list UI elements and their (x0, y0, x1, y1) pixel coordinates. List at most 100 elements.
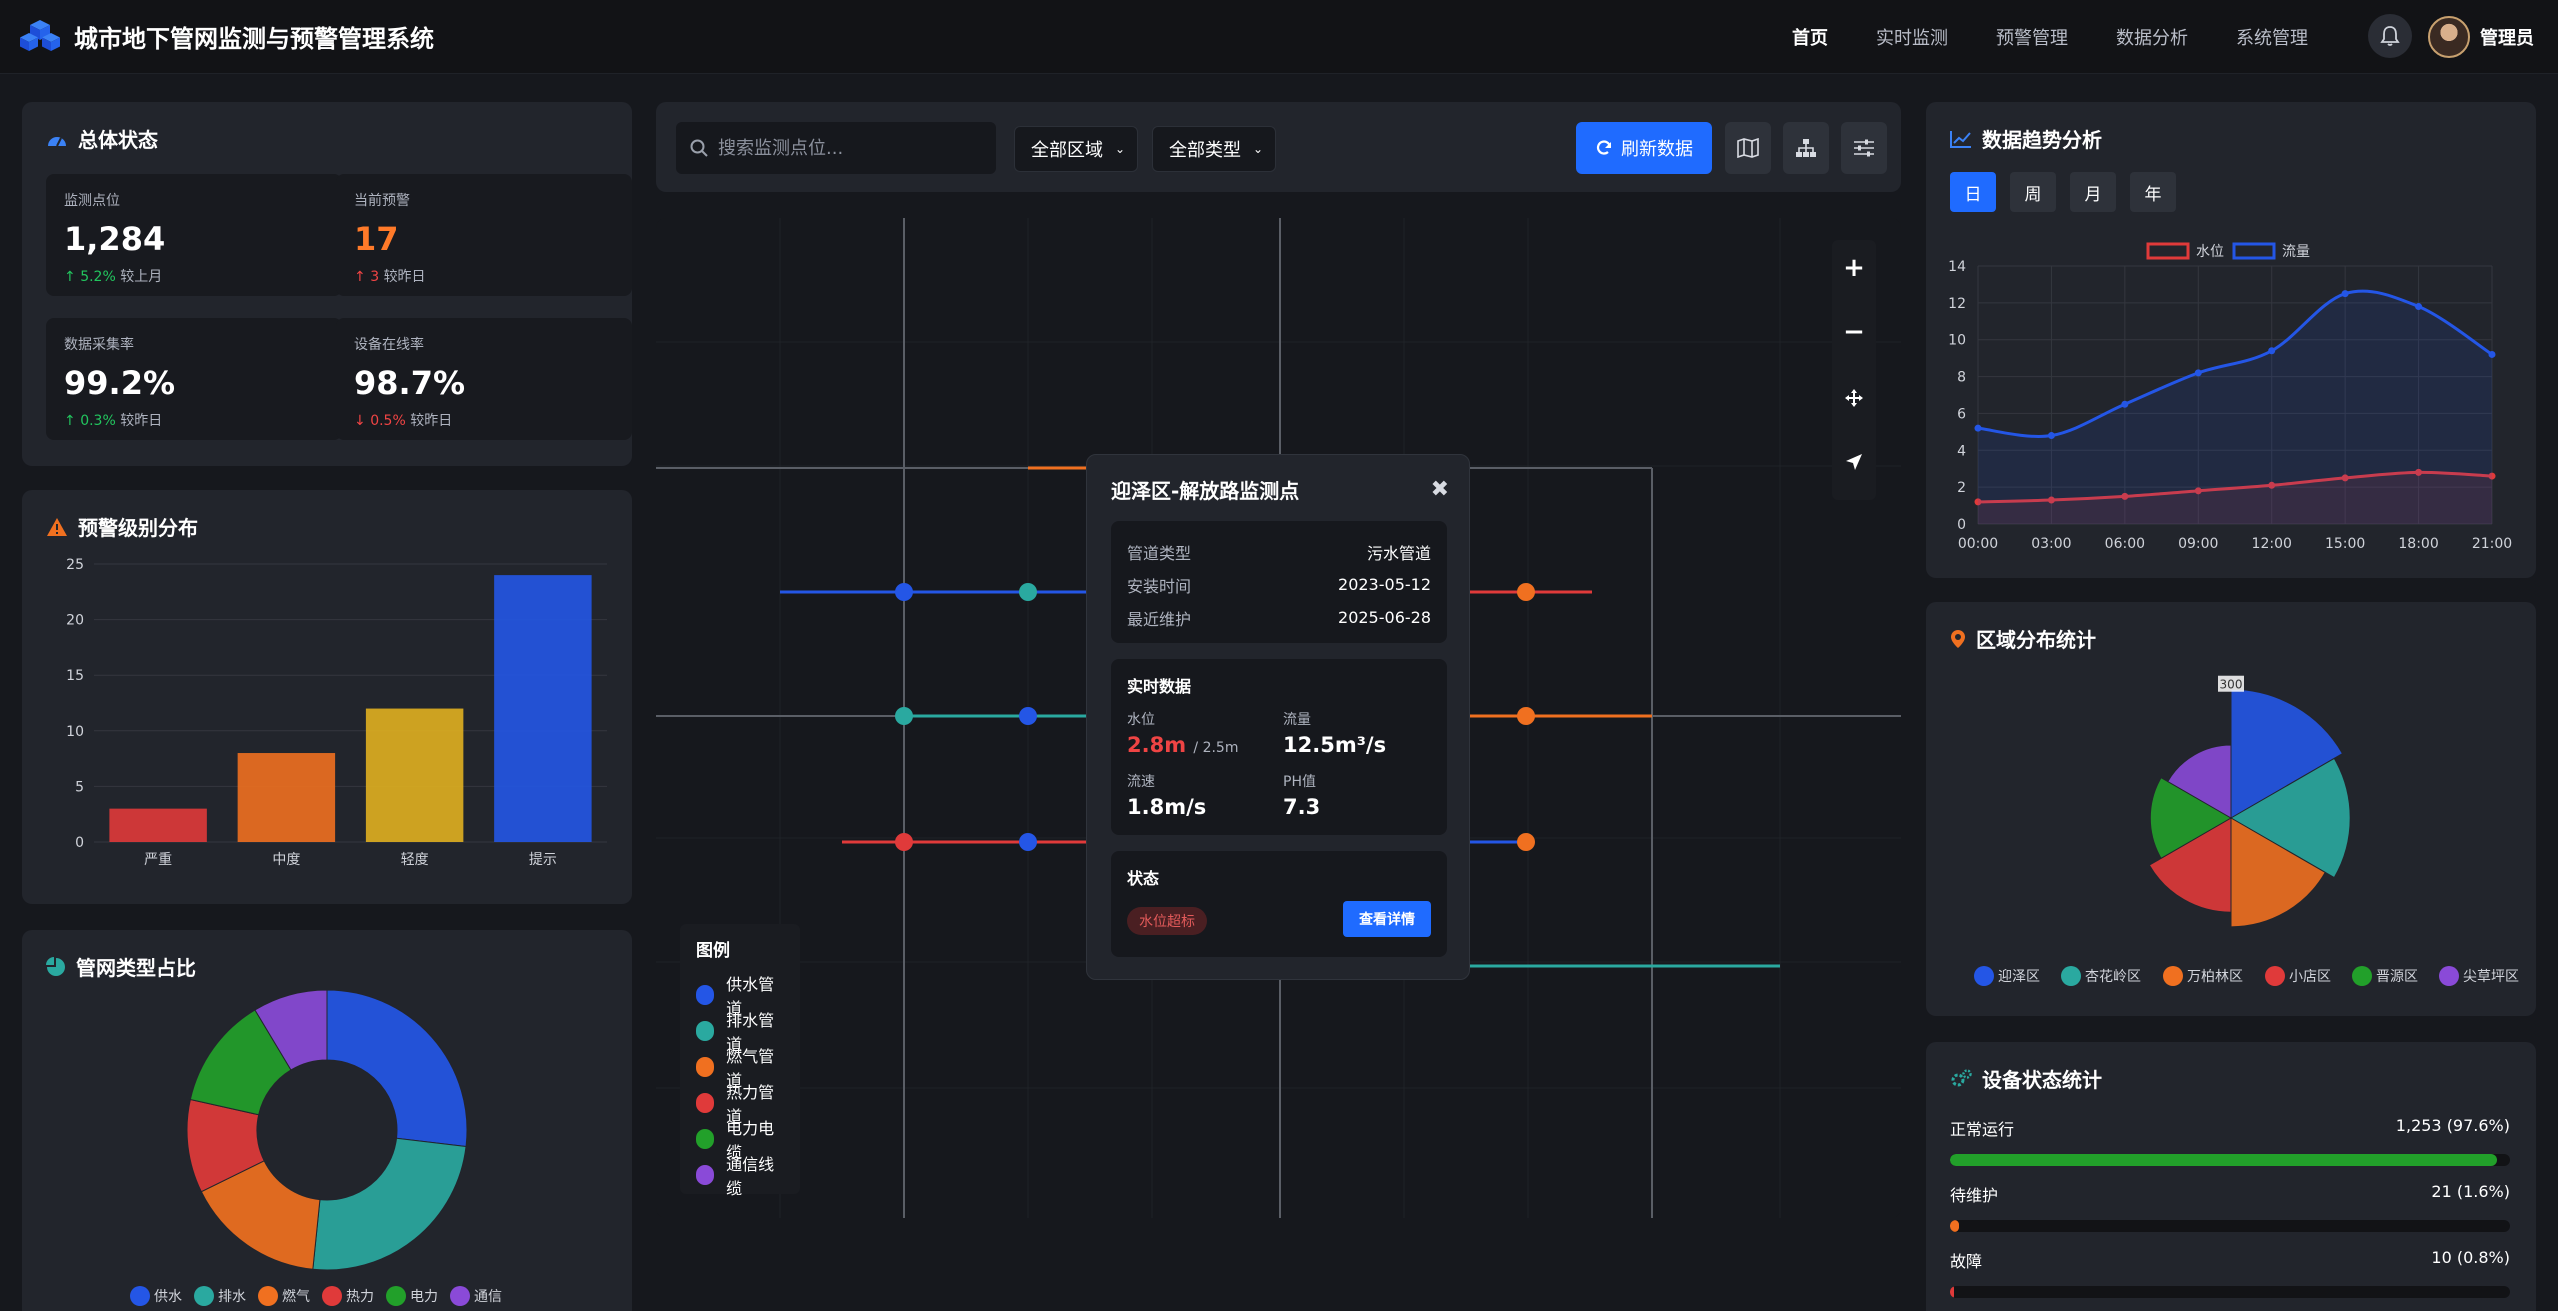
data-point (1974, 424, 1982, 432)
trend-line-chart: 水位 流量 0 2 4 6 8 10 12 14 00:00 03:00 06:00 09:00 12:00… (1948, 242, 2512, 552)
x-tick-label: 21:00 (2472, 536, 2512, 552)
data-point (2194, 369, 2202, 377)
topology-button[interactable] (1783, 122, 1829, 174)
location-arrow-icon (1846, 454, 1862, 470)
bar (494, 575, 592, 842)
sitemap-icon (1796, 139, 1816, 157)
nav-analysis[interactable]: 数据分析 (2116, 28, 2188, 49)
filter-settings-button[interactable] (1841, 122, 1887, 174)
data-point (2121, 492, 2129, 500)
legend-marker (322, 1286, 342, 1306)
zoom-in-button[interactable]: + (1832, 246, 1876, 290)
search-input[interactable] (718, 137, 978, 159)
legend-item-gas: 燃气管道 (696, 1047, 784, 1090)
legend-marker (2352, 966, 2372, 986)
bar (237, 753, 336, 842)
region-card: 区域分布统计 300 迎泽区 杏花岭区 万柏林区 小店区 晋源区 尖草坪区 (1926, 602, 2536, 1016)
notification-button[interactable] (2368, 14, 2412, 58)
polar-slice (2149, 776, 2232, 860)
data-point (2415, 468, 2423, 476)
legend-item-drain: 排水管道 (696, 1011, 784, 1054)
view-detail-button[interactable]: 查看详情 (1343, 901, 1431, 937)
data-point (2268, 347, 2276, 355)
region-select[interactable]: 全部区域 ⌄ (1014, 126, 1138, 172)
x-tick-label: 15:00 (2325, 536, 2365, 552)
map-view-button[interactable] (1725, 122, 1771, 174)
tab-month[interactable]: 月 (2070, 172, 2116, 212)
tab-day[interactable]: 日 (1950, 172, 1996, 212)
y-tick-label: 25 (66, 557, 84, 573)
x-tick-label: 06:00 (2105, 536, 2145, 552)
x-tick-label: 18:00 (2398, 536, 2438, 552)
warning-triangle-icon (47, 517, 67, 536)
nav-realtime[interactable]: 实时监测 (1876, 28, 1948, 49)
series-line (1977, 470, 2493, 504)
legend-label: 排水 (218, 1289, 246, 1305)
legend-item-comm: 通信线缆 (696, 1155, 784, 1198)
close-icon[interactable]: ✖ (1430, 477, 1449, 502)
sliders-icon (1854, 139, 1874, 157)
legend-marker (450, 1286, 470, 1306)
legend-label: 尖草坪区 (2463, 969, 2519, 985)
search-box[interactable] (676, 122, 996, 174)
polar-slice (2148, 817, 2232, 913)
legend-marker (2265, 966, 2285, 986)
polar-slice (2230, 757, 2351, 879)
user-avatar[interactable] (2428, 16, 2470, 58)
pan-button[interactable] (1832, 376, 1876, 420)
refresh-button[interactable]: 刷新数据 (1576, 122, 1712, 174)
legend-label: 流量 (2282, 244, 2310, 260)
popup-title: 迎泽区-解放路监测点 (1111, 479, 1300, 503)
info-row: 安装时间 2023-05-12 (1127, 575, 1431, 596)
legend-label: 燃气 (282, 1288, 310, 1305)
overview-title: 总体状态 (46, 124, 158, 153)
overview-card: 总体状态 监测点位 1,284 ↑ 5.2% 较上月 当前预警 17 ↑ 3 较… (22, 102, 632, 466)
pipe-type-title: 管网类型占比 (46, 952, 196, 981)
device-row-fault: 故障 10 (0.8%) (1950, 1248, 2510, 1298)
y-tick-label: 0 (75, 835, 84, 851)
y-tick-label: 8 (1957, 370, 1966, 386)
legend-marker (2232, 242, 2276, 260)
data-point (2194, 487, 2202, 495)
flow-speed: 流速 1.8m/s (1127, 774, 1207, 819)
refresh-icon (1596, 140, 1612, 155)
main-nav: 首页 实时监测 预警管理 数据分析 系统管理 (1792, 0, 2308, 74)
user-name[interactable]: 管理员 (2480, 28, 2534, 49)
device-bar-fill (1950, 1286, 1955, 1298)
y-tick-label: 4 (1957, 443, 1966, 459)
legend-item-heat: 热力管道 (696, 1083, 784, 1126)
data-point (2415, 303, 2423, 311)
cogs-icon (1951, 1068, 1972, 1086)
x-tick-label: 提示 (529, 852, 557, 868)
legend-label: 万柏林区 (2187, 969, 2243, 985)
tab-year[interactable]: 年 (2130, 172, 2176, 212)
zoom-out-button[interactable]: − (1832, 310, 1876, 354)
data-point (2341, 290, 2349, 298)
y-tick-label: 20 (66, 613, 84, 629)
bell-icon (2380, 26, 2400, 46)
tab-week[interactable]: 周 (2010, 172, 2056, 212)
x-tick-label: 严重 (144, 852, 172, 868)
locate-button[interactable] (1832, 440, 1876, 484)
data-point (2121, 400, 2129, 408)
bar (109, 808, 207, 842)
legend-marker (130, 1286, 150, 1306)
nav-system[interactable]: 系统管理 (2236, 28, 2308, 49)
flow: 流量 12.5m³/s (1283, 712, 1387, 757)
pipe-type-donut-chart: 供水 排水 燃气 热力 电力 通信 (130, 990, 502, 1306)
region-title: 区域分布统计 (1950, 624, 2096, 653)
plus-icon: + (1843, 253, 1865, 283)
type-select[interactable]: 全部类型 ⌄ (1152, 126, 1276, 172)
donut-slice (312, 1137, 467, 1271)
x-tick-label: 00:00 (1958, 536, 1998, 552)
x-tick-label: 12:00 (2252, 536, 2292, 552)
dashboard-gauge-icon (48, 136, 66, 146)
nav-alerts[interactable]: 预警管理 (1996, 28, 2068, 49)
region-polar-chart: 300 迎泽区 杏花岭区 万柏林区 小店区 晋源区 尖草坪区 (1974, 675, 2519, 986)
legend-label: 小店区 (2289, 969, 2331, 985)
legend-label: 杏花岭区 (2085, 969, 2141, 985)
x-tick-label: 03:00 (2031, 536, 2071, 552)
line-chart-icon (1950, 130, 1971, 148)
data-point (2047, 432, 2055, 440)
nav-home[interactable]: 首页 (1792, 28, 1828, 49)
